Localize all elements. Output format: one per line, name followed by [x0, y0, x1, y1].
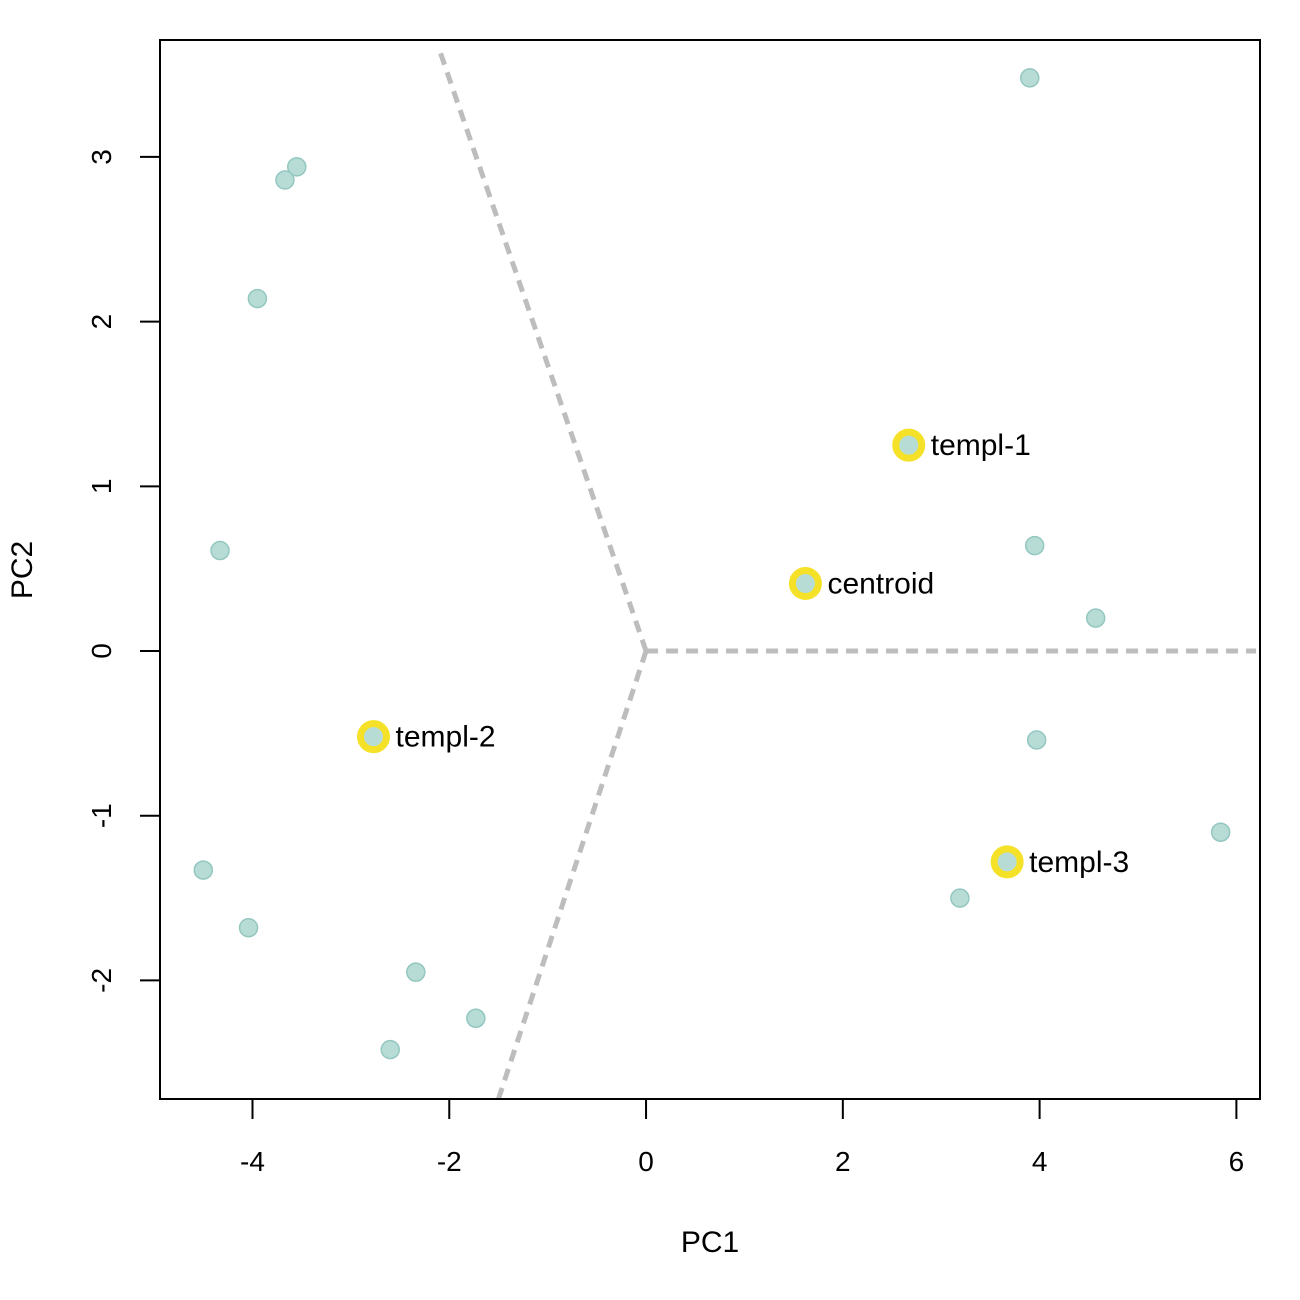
- x-tick-label: -4: [240, 1146, 265, 1177]
- x-axis-title: PC1: [681, 1226, 739, 1259]
- data-point: [247, 288, 268, 309]
- highlight-point-templ-3: [990, 845, 1024, 879]
- data-point: [238, 917, 259, 938]
- point-label-templ-3: templ-3: [1029, 846, 1129, 879]
- plot-frame: [159, 39, 1261, 1100]
- highlight-point-centroid: [788, 566, 822, 600]
- x-tick-label: 0: [638, 1146, 654, 1177]
- y-tick-label: -1: [86, 803, 117, 828]
- y-tick-label: -2: [86, 968, 117, 993]
- y-tick-label: 0: [86, 643, 117, 659]
- data-point: [275, 170, 295, 190]
- data-point: [1085, 608, 1106, 628]
- y-axis-title: PC2: [6, 541, 39, 599]
- divider-lines: [437, 49, 1257, 1100]
- x-tick-label: 6: [1229, 1146, 1245, 1177]
- data-point: [380, 1039, 400, 1060]
- divider-line-1: [437, 49, 649, 652]
- y-axis: -2 -1 0 1 2 3: [86, 149, 161, 993]
- y-tick-label: 2: [86, 314, 117, 330]
- data-point: [950, 888, 970, 908]
- data-point: [193, 860, 214, 880]
- y-tick-label: 3: [86, 149, 117, 165]
- data-point: [287, 157, 307, 177]
- x-axis: -4 -2 0 2 4 6: [240, 1098, 1245, 1177]
- data-point: [1026, 730, 1047, 750]
- point-label-templ-2: templ-2: [396, 721, 496, 754]
- data-point: [466, 1008, 486, 1029]
- data-points: [193, 68, 1231, 1060]
- highlight-point-templ-2: [357, 720, 391, 754]
- x-tick-label: 2: [835, 1146, 851, 1177]
- point-label-templ-1: templ-1: [931, 429, 1031, 462]
- x-tick-label: -2: [437, 1146, 462, 1177]
- point-label-centroid: centroid: [827, 567, 934, 600]
- x-tick-label: 4: [1032, 1146, 1048, 1177]
- data-point: [406, 962, 426, 982]
- data-point: [1024, 535, 1045, 556]
- highlight-point-templ-1: [892, 428, 926, 462]
- divider-line-3: [496, 650, 649, 1100]
- data-point: [210, 540, 230, 561]
- data-point: [1210, 822, 1231, 842]
- data-point: [1020, 68, 1040, 88]
- highlighted-points: templ-1 centroid templ-2 templ-3: [357, 428, 1129, 879]
- y-tick-label: 1: [86, 479, 117, 495]
